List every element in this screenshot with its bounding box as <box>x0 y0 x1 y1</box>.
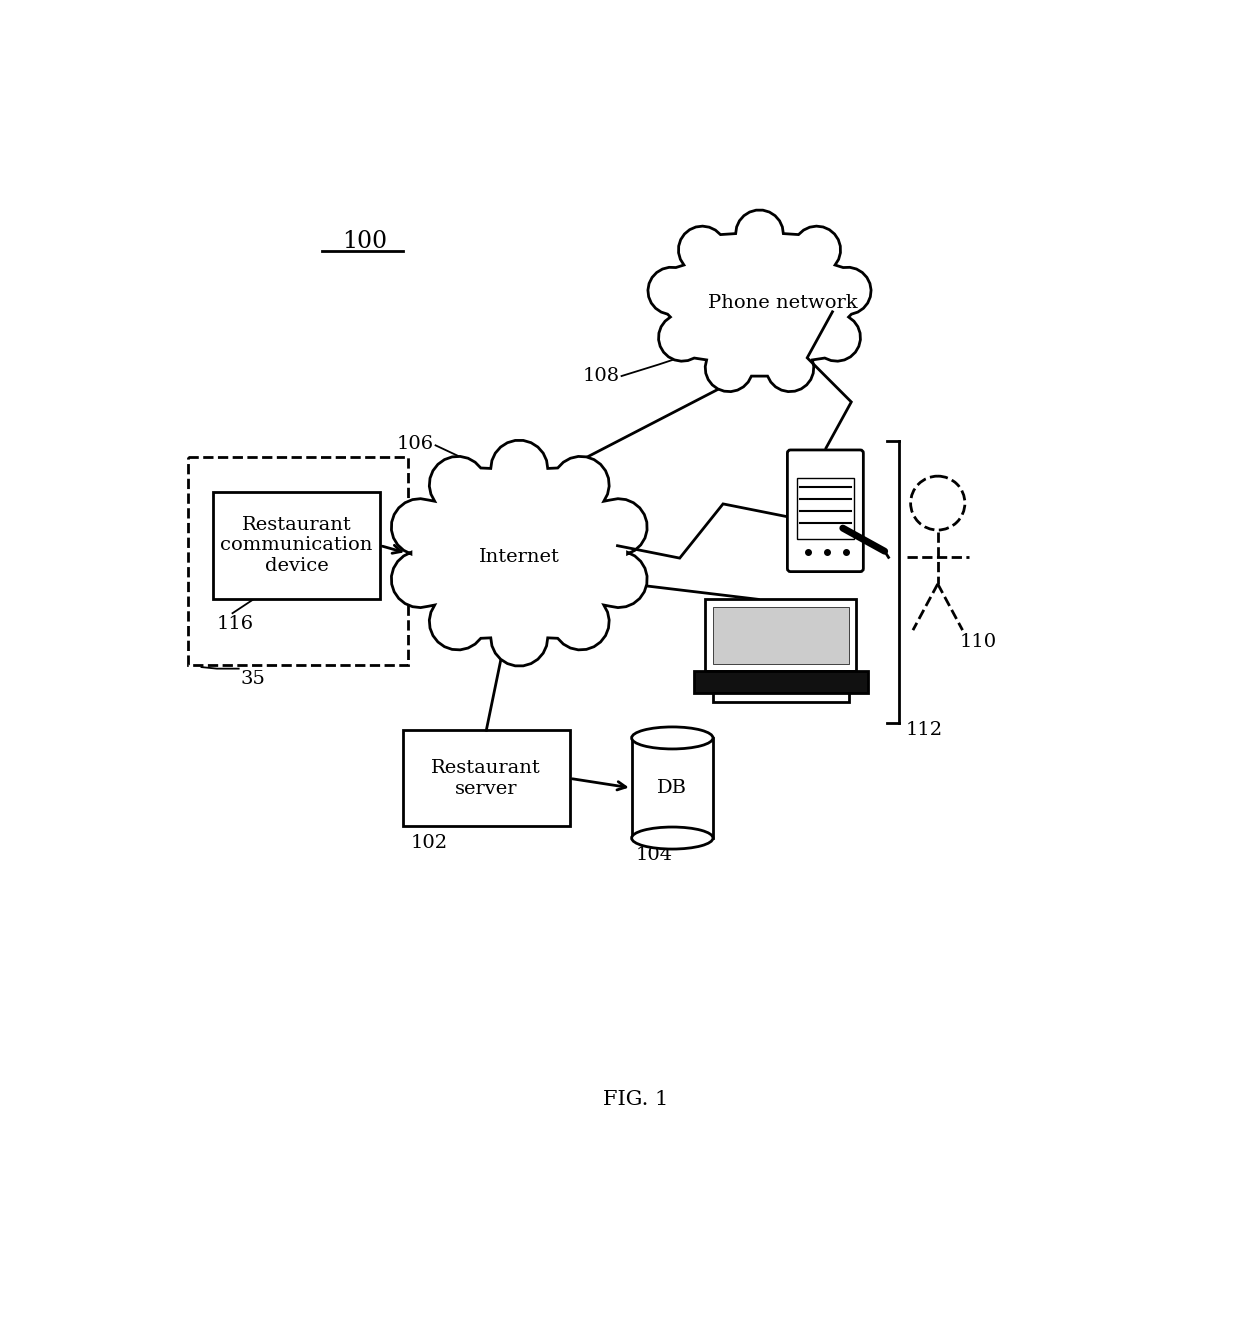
Text: 110: 110 <box>960 632 997 651</box>
Ellipse shape <box>631 727 713 749</box>
Ellipse shape <box>631 828 713 849</box>
Text: Restaurant
communication
device: Restaurant communication device <box>221 516 373 575</box>
Text: 102: 102 <box>410 834 448 852</box>
Bar <box>706 599 857 671</box>
Text: Restaurant
server: Restaurant server <box>432 759 541 798</box>
Bar <box>187 457 408 664</box>
Text: 116: 116 <box>217 615 254 632</box>
Bar <box>693 671 868 693</box>
Bar <box>213 492 379 599</box>
Text: Phone network: Phone network <box>708 294 858 312</box>
Bar <box>713 693 848 702</box>
PathPatch shape <box>649 210 870 392</box>
Text: Internet: Internet <box>479 548 559 566</box>
FancyBboxPatch shape <box>787 451 863 572</box>
Text: 100: 100 <box>342 230 387 253</box>
Text: 104: 104 <box>635 846 672 864</box>
Text: 112: 112 <box>905 721 942 739</box>
Bar <box>403 730 569 826</box>
Text: DB: DB <box>657 779 687 797</box>
PathPatch shape <box>392 440 647 666</box>
Text: 35: 35 <box>241 670 265 689</box>
Bar <box>797 479 854 539</box>
Text: FIG. 1: FIG. 1 <box>603 1091 668 1110</box>
Text: 106: 106 <box>397 435 434 453</box>
Bar <box>713 607 848 663</box>
Bar <box>631 738 713 838</box>
Text: 108: 108 <box>583 368 620 385</box>
